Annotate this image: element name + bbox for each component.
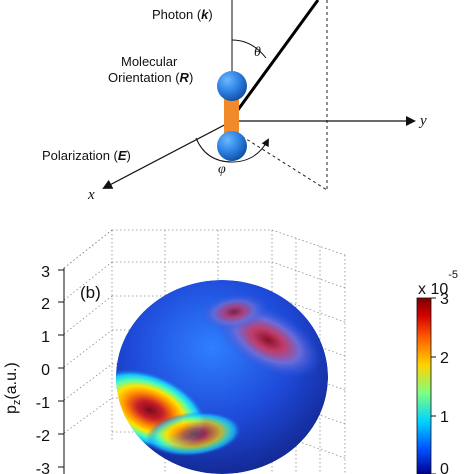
photon-label: Photon (k)	[152, 7, 213, 22]
pz-tick-label: 2	[41, 296, 50, 313]
lower-atom	[217, 131, 247, 161]
y-axis-label: y	[418, 113, 427, 129]
upper-lobe-tail	[200, 293, 268, 331]
polarization-label: Polarization (E)	[42, 148, 131, 163]
colorbar-tick-label: 1	[440, 409, 449, 426]
phi-arc	[195, 137, 269, 163]
pz-tick-label: -3	[36, 461, 50, 474]
colorbar-exponent: x 10-5	[418, 269, 458, 298]
pz-tick-label: 0	[41, 362, 50, 379]
phi-symbol: φ	[218, 162, 226, 177]
colorbar: 3 2 1 0 x 10-5	[416, 269, 458, 474]
geometry-diagram: Photon (k) θ Molecular Orientation (R) P…	[42, 0, 427, 203]
pz-axis-label: pz(a.u.)	[3, 362, 23, 414]
photon-direction-line	[230, 0, 320, 119]
molecular-label-line1: Molecular	[121, 54, 178, 69]
pz-axis: 3 2 1 0 -1 -2 -3	[36, 264, 65, 474]
lower-lobe-tail	[146, 411, 242, 457]
theta-symbol: θ	[254, 45, 261, 60]
momentum-plot: 3 2 1 0 -1 -2 -3 pz(a.u.) (b) 3 2 1	[3, 229, 458, 474]
pz-tick-label: 3	[41, 264, 50, 281]
pz-ticks	[58, 269, 64, 468]
pz-tick-label: -1	[36, 395, 50, 412]
colorbar-gradient	[416, 297, 432, 474]
molecular-label-line2: Orientation (R)	[108, 70, 193, 85]
dashed-plane-line	[231, 129, 328, 191]
pz-tick-label: -2	[36, 428, 50, 445]
molecular-bond	[224, 92, 239, 136]
momentum-sphere	[116, 280, 328, 474]
colorbar-tick-label: 2	[440, 350, 449, 367]
colorbar-tick-label: 0	[440, 461, 449, 474]
theta-arc	[231, 39, 267, 59]
panel-b-label: (b)	[80, 283, 101, 302]
pz-tick-label: 1	[41, 329, 50, 346]
x-axis-line	[102, 120, 233, 189]
x-axis-label: x	[87, 187, 95, 203]
upper-atom	[217, 71, 247, 101]
colorbar-tick-label: 3	[440, 291, 449, 308]
